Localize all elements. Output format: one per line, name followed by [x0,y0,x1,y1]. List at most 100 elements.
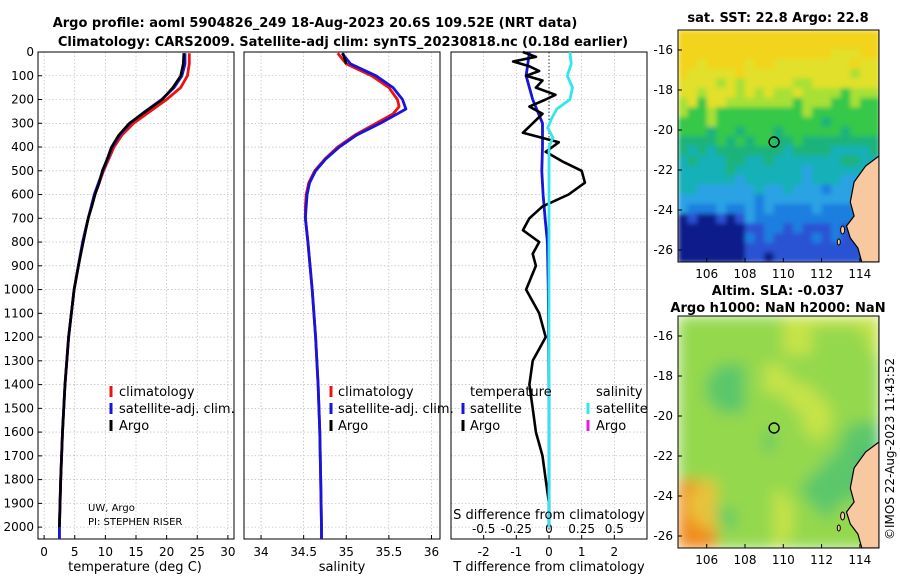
map-cell [792,194,804,205]
map-cell [764,252,775,262]
map-cell [792,509,804,520]
map-cell [764,490,775,501]
map-cell [697,146,708,157]
map-cell [783,345,794,356]
map-cell [678,78,689,89]
map-cell [697,30,708,41]
map-cell [812,97,823,109]
map-cell [687,451,699,462]
map-cell [687,155,699,167]
map-cell [716,146,727,157]
x2-tick-label: -0.25 [501,522,532,536]
map-cell [678,403,689,414]
map-cell [840,316,852,327]
map-cell [821,393,833,404]
map-cell [735,451,746,462]
map-cell [869,393,879,404]
map-cell [754,242,766,254]
map-cell [812,316,823,327]
map-cell [678,470,689,482]
map-cell [831,432,842,443]
map-cell [725,490,737,501]
legend-title-salinity: salinity [596,385,643,400]
map-cell [745,335,756,346]
map-cell [850,538,861,548]
map-cell [706,393,718,404]
map-cell [764,107,775,118]
map-cell [831,451,842,462]
map-cell [697,441,708,453]
map-cell [706,59,718,70]
map-cell [725,49,737,60]
map-cell [725,194,737,205]
map-cell [697,155,708,167]
map-cell [831,441,842,453]
map-cell [802,49,813,60]
map-cell [783,88,794,99]
map-cell [850,422,861,433]
map-cell [697,117,708,128]
map-cell [802,441,813,453]
map-cell [735,223,746,234]
map-cell [802,97,813,109]
map-cell [850,364,861,375]
map-x-tick-label: 112 [810,267,833,281]
map-cell [840,223,852,234]
map-cell [840,519,852,530]
map-cell [687,68,699,80]
map-cell [821,383,833,395]
map-cell [812,146,823,157]
map-cell [754,470,766,482]
map-cell [745,78,756,89]
sst-map-title: sat. SST: 22.8 Argo: 22.8 [687,11,868,26]
y-tick-label: 600 [11,188,34,202]
map-cell [687,403,699,414]
map-cell [840,374,852,385]
map-cell [754,499,766,511]
map-cell [764,519,775,530]
map-y-tick-label: -20 [653,409,673,423]
map-cell [706,49,718,60]
map-cell [735,155,746,167]
map-cell [850,88,861,99]
map-cell [745,461,756,472]
map-cell [754,194,766,205]
map-cell [725,412,737,424]
map-cell [812,155,823,167]
map-cell [725,403,737,414]
map-cell [831,223,842,234]
map-cell [812,117,823,128]
map-cell [716,59,727,70]
map-cell [764,316,775,327]
map-cell [773,204,785,215]
map-cell [783,403,794,414]
map-cell [802,68,813,80]
map-cell [783,451,794,462]
map-cell [706,345,718,356]
map-cell [821,126,833,138]
map-cell [706,204,718,215]
map-cell [821,155,833,167]
map-cell [716,509,727,520]
map-cell [859,49,871,60]
map-cell [706,451,718,462]
map-cell [792,97,804,109]
map-cell [792,223,804,234]
map-cell [725,204,737,215]
map-cell [678,136,689,147]
map-cell [831,97,842,109]
map-cell [764,49,775,60]
map-cell [687,538,699,548]
map-cell [821,213,833,225]
difference-legend-salinity: salinity satellite Argo [586,385,648,434]
map-cell [773,175,785,186]
map-cell [697,242,708,254]
map-cell [706,509,718,520]
map-cell [745,126,756,138]
map-cell [773,403,785,414]
map-cell [783,39,794,51]
map-cell [783,461,794,472]
map-cell [859,30,871,41]
map-cell [754,432,766,443]
map-cell [783,136,794,147]
